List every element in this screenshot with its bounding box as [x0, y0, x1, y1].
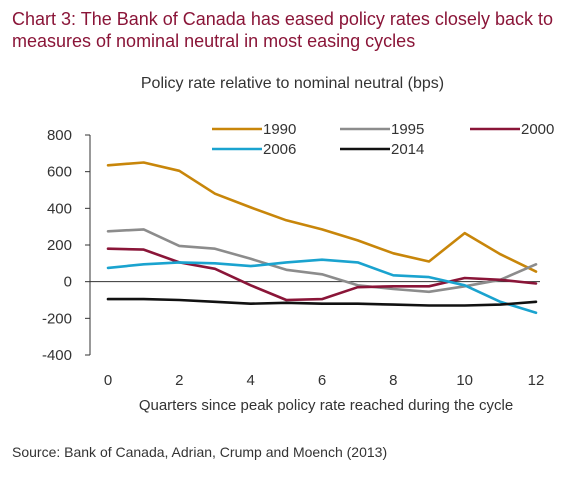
- series-line-2014: [106, 297, 538, 307]
- series-line-2006: [106, 258, 538, 315]
- source-note: Source: Bank of Canada, Adrian, Crump an…: [12, 444, 388, 460]
- chart-title: Chart 3: The Bank of Canada has eased po…: [12, 9, 553, 51]
- axes: -400 -200 0 200 400 600 800 0 2 4 6 8 10 12: [42, 127, 544, 389]
- x-tick-label: 2: [175, 372, 183, 389]
- x-tick-label: 0: [104, 372, 112, 389]
- x-tick-label: 10: [456, 372, 473, 389]
- x-tick-label: 6: [318, 372, 326, 389]
- legend-label-2006: 2006: [263, 141, 296, 158]
- y-tick-label: 200: [47, 237, 72, 254]
- x-tick-label: 12: [528, 372, 545, 389]
- y-tick-label: 0: [64, 274, 72, 291]
- x-axis-label: Quarters since peak policy rate reached …: [139, 397, 513, 414]
- x-tick-label: 8: [389, 372, 397, 389]
- y-tick-label: 400: [47, 200, 72, 217]
- y-tick-label: -200: [42, 310, 72, 327]
- y-tick-label: 600: [47, 164, 72, 181]
- series-line-1990: [106, 161, 538, 273]
- y-tick-label: -400: [42, 347, 72, 364]
- legend: 1990 1995 2000 2006 2014: [212, 121, 554, 158]
- legend-label-1995: 1995: [391, 121, 424, 138]
- chart-subtitle: Policy rate relative to nominal neutral …: [140, 75, 445, 92]
- x-tick-label: 4: [246, 372, 254, 389]
- series-lines: [106, 161, 538, 315]
- y-tick-label: 800: [47, 127, 72, 144]
- legend-label-2014: 2014: [391, 141, 424, 158]
- legend-label-1990: 1990: [263, 121, 296, 138]
- legend-label-2000: 2000: [521, 121, 554, 138]
